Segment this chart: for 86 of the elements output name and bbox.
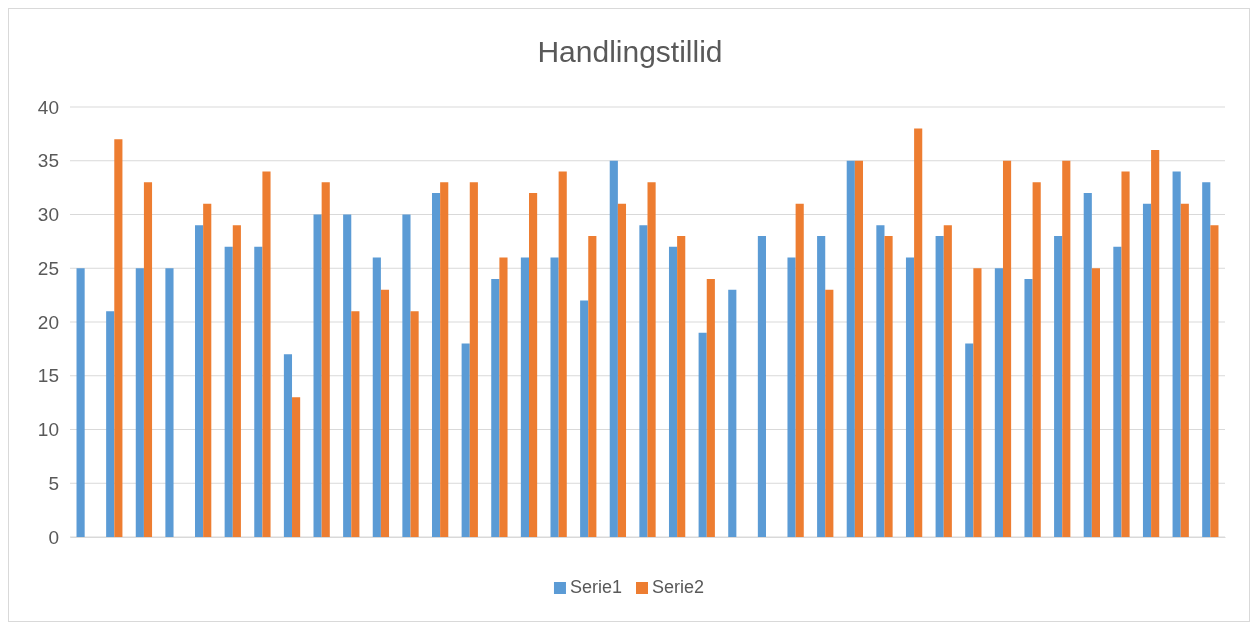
bar xyxy=(165,268,174,537)
bar xyxy=(292,397,301,537)
legend-label: Serie1 xyxy=(569,577,622,597)
bar xyxy=(1002,160,1012,537)
bar xyxy=(380,289,390,537)
bar xyxy=(106,311,115,537)
bar xyxy=(668,246,678,537)
bar xyxy=(795,203,804,537)
bar xyxy=(580,300,589,537)
bar xyxy=(550,257,559,537)
bar xyxy=(876,225,885,537)
bar xyxy=(914,128,923,537)
bar xyxy=(529,193,538,537)
bar xyxy=(232,225,241,537)
bar xyxy=(854,160,864,537)
bar xyxy=(817,236,826,537)
bar xyxy=(698,332,707,537)
bar xyxy=(706,279,715,537)
bar xyxy=(757,236,766,537)
bar xyxy=(558,171,567,537)
bar xyxy=(114,139,123,537)
bar xyxy=(1113,246,1122,537)
bar xyxy=(677,236,686,537)
bar xyxy=(520,257,530,537)
bar xyxy=(195,225,204,537)
bar xyxy=(402,214,411,537)
bar xyxy=(313,214,322,537)
bar xyxy=(254,246,263,537)
bar xyxy=(1054,236,1063,537)
bar xyxy=(410,311,419,537)
bar xyxy=(1083,193,1092,537)
bar xyxy=(143,182,153,537)
bar xyxy=(1202,182,1211,537)
bar xyxy=(1091,268,1100,537)
bar xyxy=(935,236,944,537)
bar xyxy=(1062,160,1071,537)
bar xyxy=(639,225,648,537)
bar xyxy=(372,257,381,537)
bar xyxy=(787,257,796,537)
bar xyxy=(135,268,144,537)
bar xyxy=(884,236,893,537)
bar xyxy=(1121,171,1130,537)
bar xyxy=(491,279,500,537)
bar xyxy=(943,225,952,537)
bar xyxy=(1032,182,1041,537)
y-tick-label: 0 xyxy=(48,526,59,548)
y-tick-label: 15 xyxy=(37,365,59,387)
bar xyxy=(1151,150,1160,537)
y-tick-label: 20 xyxy=(37,311,59,333)
bar xyxy=(617,203,627,537)
bar xyxy=(440,182,449,537)
bar xyxy=(351,311,360,537)
bar xyxy=(461,343,470,537)
y-tick-label: 40 xyxy=(37,96,59,118)
bar xyxy=(1142,203,1152,537)
bar xyxy=(1024,279,1033,537)
bar xyxy=(728,289,737,537)
bar xyxy=(588,236,597,537)
y-tick-label: 30 xyxy=(37,204,59,226)
chart-title: Handlingstillid xyxy=(537,35,723,68)
y-tick-label: 35 xyxy=(37,150,59,172)
y-tick-label: 25 xyxy=(37,257,59,279)
y-tick-label: 10 xyxy=(37,419,59,441)
bar xyxy=(321,182,330,537)
bar xyxy=(973,268,982,537)
bar xyxy=(1180,203,1189,537)
bar xyxy=(262,171,271,537)
bar xyxy=(1210,225,1219,537)
bar xyxy=(499,257,508,537)
bar xyxy=(1172,171,1181,537)
bar xyxy=(647,182,656,537)
bar xyxy=(825,289,834,537)
bar xyxy=(994,268,1003,537)
bar xyxy=(224,246,233,537)
bar xyxy=(965,343,974,537)
bar xyxy=(203,203,212,537)
y-tick-label: 5 xyxy=(48,472,59,494)
bar xyxy=(76,268,85,537)
bar xyxy=(905,257,915,537)
bar xyxy=(343,214,352,537)
bar xyxy=(469,182,478,537)
legend-label: Serie2 xyxy=(652,577,705,597)
bar xyxy=(283,354,293,537)
bar xyxy=(846,160,855,537)
bar xyxy=(609,160,618,537)
bar xyxy=(431,193,441,537)
